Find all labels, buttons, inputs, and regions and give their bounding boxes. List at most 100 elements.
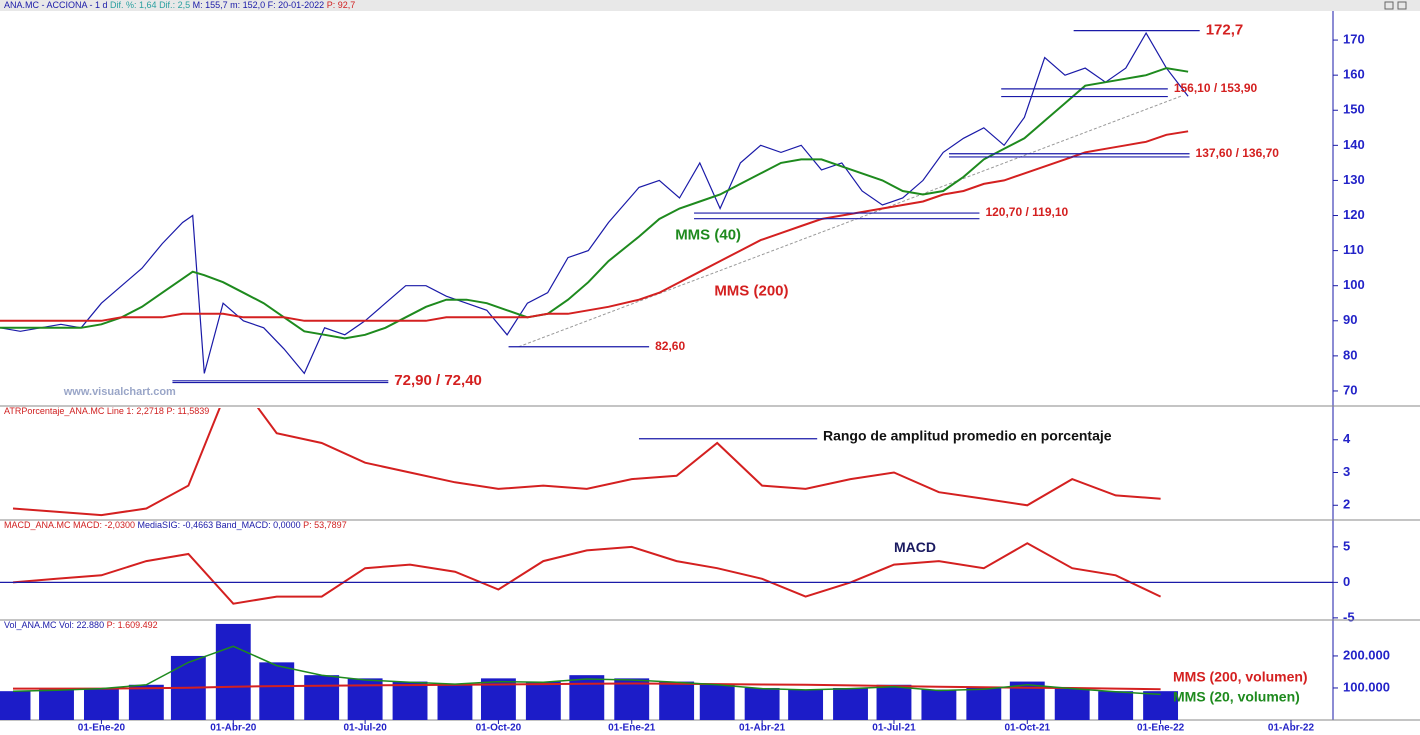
- header-part: Vol_ANA.MC: [4, 620, 59, 630]
- series-line: [12, 408, 1161, 517]
- header-part: P: 11,5839: [166, 406, 209, 416]
- volume-bar: [744, 687, 780, 720]
- window-buttons[interactable]: [1384, 1, 1407, 10]
- header-part: Vol: 22.880: [59, 620, 107, 630]
- y-tick-label: 2: [1343, 497, 1350, 512]
- x-tick-label: 01-Oct-21: [1004, 723, 1050, 734]
- y-tick-label: 70: [1343, 382, 1357, 397]
- legend-entry: MMS (20, volumen): [1173, 689, 1300, 705]
- volume-bar: [699, 684, 735, 720]
- header-part: Band_MACD: 0,0000: [216, 520, 304, 530]
- volume-bar: [304, 675, 340, 720]
- volume-bar: [966, 687, 1002, 720]
- volume-bar: [876, 684, 912, 720]
- x-tick-label: 01-Ene-20: [78, 723, 126, 734]
- volume-bar: [83, 687, 119, 720]
- series-label: MMS (40): [675, 226, 741, 243]
- volume-bar: [39, 689, 74, 720]
- y-tick-label: 90: [1343, 312, 1357, 327]
- x-tick-label: 01-Ene-21: [608, 723, 656, 734]
- y-tick-label: 160: [1343, 67, 1365, 82]
- panel-plot: [0, 31, 1189, 375]
- level-label: 172,7: [1206, 22, 1244, 39]
- panel-header: ATRPorcentaje_ANA.MC Line 1: 2,2718 P: 1…: [4, 406, 209, 416]
- header-part: Line 1: 2,2718: [107, 406, 167, 416]
- level-label: 72,90 / 72,40: [394, 372, 482, 389]
- volume-bar: [392, 681, 428, 720]
- header-part: 1 d: [95, 0, 110, 10]
- y-tick-label: 3: [1343, 464, 1350, 479]
- panel-header: Vol_ANA.MC Vol: 22.880 P: 1.609.492: [4, 620, 158, 630]
- y-tick-label: 200.000: [1343, 647, 1390, 662]
- header-part: Dif. %: 1,64: [110, 0, 159, 10]
- volume-bar: [0, 691, 31, 720]
- header-part: Dif.: 2,5: [159, 0, 193, 10]
- header-part: MACD: -2,0300: [73, 520, 138, 530]
- series-line: [12, 645, 1161, 696]
- series-line: [12, 542, 1162, 605]
- series-line: [0, 31, 1189, 375]
- y-tick-label: -5: [1343, 609, 1355, 624]
- header-part: m: 152,0: [230, 0, 268, 10]
- level-label: 82,60: [655, 339, 685, 353]
- series-label: MMS (200): [714, 282, 788, 299]
- panel-plot: [12, 408, 1161, 517]
- series-line: [0, 130, 1189, 322]
- x-tick-label: 01-Ene-22: [1137, 723, 1185, 734]
- volume-bar: [921, 689, 957, 720]
- volume-bar: [569, 675, 605, 720]
- trend-line: [518, 95, 1182, 348]
- y-tick-label: 80: [1343, 347, 1357, 362]
- header-part: ANA.MC - ACCIONA -: [4, 0, 95, 10]
- annotation: www.visualchart.com: [63, 386, 176, 398]
- x-tick-label: 01-Jul-20: [343, 723, 387, 734]
- x-tick-label: 01-Abr-22: [1268, 723, 1315, 734]
- volume-bar: [1098, 691, 1134, 720]
- legend-entry: MMS (200, volumen): [1173, 669, 1308, 685]
- level-label: 120,70 / 119,10: [985, 205, 1068, 219]
- volume-bar: [1054, 687, 1090, 720]
- header-part: MediaSIG: -0,4663: [138, 520, 216, 530]
- y-tick-label: 5: [1343, 538, 1350, 553]
- volume-bar: [128, 684, 164, 720]
- y-tick-label: 150: [1343, 102, 1365, 117]
- y-tick-label: 110: [1343, 242, 1364, 257]
- x-tick-label: 01-Oct-20: [476, 723, 522, 734]
- header-part: F: 20-01-2022: [268, 0, 327, 10]
- title-bar: [0, 0, 1420, 11]
- annotation: Rango de amplitud promedio en porcentaje: [823, 428, 1112, 444]
- volume-bar: [659, 681, 695, 720]
- header-part: ATRPorcentaje_ANA.MC: [4, 406, 107, 416]
- volume-bar: [1143, 691, 1179, 720]
- header-part: M: 155,7: [193, 0, 231, 10]
- volume-bar: [259, 662, 295, 720]
- series-line: [13, 682, 1161, 691]
- y-tick-label: 4: [1343, 431, 1351, 446]
- header-part: MACD_ANA.MC: [4, 520, 73, 530]
- level-label: 137,60 / 136,70: [1196, 146, 1280, 160]
- y-tick-label: 120: [1343, 207, 1365, 222]
- x-tick-label: 01-Jul-21: [872, 723, 916, 734]
- panel-plot: [12, 542, 1162, 605]
- header-part: P: 92,7: [327, 0, 356, 10]
- panel-plot: [0, 623, 1179, 720]
- volume-bar: [215, 623, 251, 720]
- y-tick-label: 100: [1343, 277, 1365, 292]
- volume-bar: [437, 684, 473, 720]
- y-tick-label: 170: [1343, 32, 1365, 47]
- y-tick-label: 100.000: [1343, 679, 1390, 694]
- y-tick-label: 130: [1343, 172, 1365, 187]
- volume-bar: [614, 678, 650, 720]
- y-tick-label: 140: [1343, 137, 1365, 152]
- level-label: 156,10 / 153,90: [1174, 81, 1258, 95]
- panel-header: MACD_ANA.MC MACD: -2,0300 MediaSIG: -0,4…: [4, 520, 347, 530]
- x-tick-label: 01-Abr-21: [739, 723, 786, 734]
- header-part: P: 1.609.492: [107, 620, 158, 630]
- series-line: [0, 67, 1189, 340]
- header-part: P: 53,7897: [303, 520, 347, 530]
- volume-bar: [833, 687, 868, 720]
- panel-header: ANA.MC - ACCIONA - 1 d Dif. %: 1,64 Dif.…: [4, 0, 355, 10]
- volume-bar: [788, 689, 824, 720]
- volume-bar: [525, 681, 561, 720]
